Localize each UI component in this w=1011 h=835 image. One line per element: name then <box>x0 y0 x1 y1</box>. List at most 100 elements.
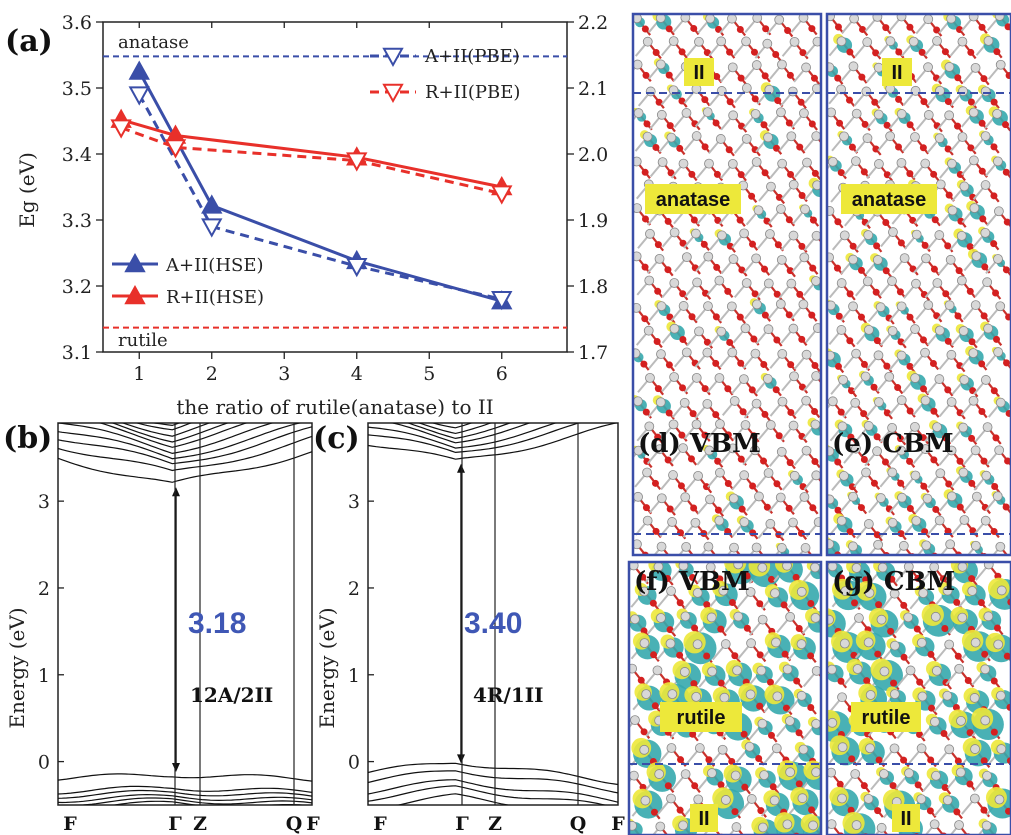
o-atom <box>652 527 660 535</box>
ti-atom <box>633 396 643 407</box>
ti-atom <box>678 562 689 571</box>
ti-atom <box>669 227 680 238</box>
ti-atom <box>642 515 653 526</box>
ti-atom <box>668 36 679 47</box>
o-atom <box>906 23 914 31</box>
rutile-reference-label: rutile <box>118 330 168 351</box>
ti-atom <box>839 131 849 142</box>
o-atom <box>990 387 998 395</box>
o-atom <box>860 168 868 176</box>
o-atom <box>643 120 651 128</box>
ti-atom <box>763 324 774 335</box>
o-atom <box>967 98 975 106</box>
o-atom <box>920 385 928 393</box>
ti-atom <box>993 639 1004 650</box>
ti-atom <box>827 156 838 167</box>
ti-atom <box>879 768 889 779</box>
o-atom <box>845 96 853 104</box>
o-atom <box>689 410 697 418</box>
ti-atom <box>968 348 979 358</box>
ti-atom <box>959 515 970 525</box>
ti-atom <box>969 203 980 213</box>
ti-atom <box>850 769 861 779</box>
ti-atom <box>920 395 931 406</box>
o-atom <box>676 599 684 607</box>
o-atom <box>717 781 725 789</box>
o-atom <box>725 146 733 154</box>
o-atom <box>737 74 745 82</box>
o-atom <box>900 601 908 609</box>
panel-c-structure-label: 4R/1II <box>473 683 543 707</box>
ti-atom <box>678 820 689 831</box>
o-atom <box>914 574 922 582</box>
ti-atom <box>691 419 702 430</box>
o-atom <box>873 433 881 441</box>
o-atom <box>741 783 749 791</box>
ti-atom <box>680 492 691 503</box>
ti-atom <box>669 323 680 334</box>
o-atom <box>896 435 904 443</box>
o-atom <box>846 528 854 536</box>
o-atom <box>762 25 770 33</box>
ti-atom <box>980 227 991 238</box>
ti-atom <box>788 517 798 528</box>
o-atom <box>651 702 659 710</box>
o-atom <box>990 143 998 151</box>
ti-atom <box>827 300 836 311</box>
o-atom <box>978 119 986 127</box>
panel-e-title: (e) CBM <box>832 429 954 459</box>
ti-atom <box>889 689 900 700</box>
ti-atom <box>922 493 933 504</box>
panel-a-frame <box>102 21 568 353</box>
o-atom <box>774 97 782 105</box>
o-atom <box>895 143 903 151</box>
ti-atom <box>681 252 692 263</box>
ti-atom <box>968 155 979 166</box>
ti-atom <box>959 374 970 385</box>
o-atom <box>927 756 935 764</box>
o-atom <box>919 434 927 442</box>
ti-atom <box>827 717 838 728</box>
ti-atom <box>923 110 934 120</box>
o-atom <box>944 242 952 250</box>
ti-atom <box>810 612 821 623</box>
o-atom <box>772 144 780 152</box>
ti-atom <box>729 542 739 553</box>
ti-atom <box>995 59 1006 70</box>
o-atom <box>849 242 857 250</box>
o-atom <box>717 679 725 687</box>
o-atom <box>954 652 962 660</box>
o-atom <box>767 575 775 583</box>
o-atom <box>728 598 736 606</box>
o-atom <box>724 480 732 488</box>
o-atom <box>666 626 674 634</box>
ti-atom <box>861 467 871 478</box>
o-atom <box>836 119 844 127</box>
ti-atom <box>903 612 914 623</box>
ti-atom <box>733 611 744 622</box>
o-atom <box>703 338 711 346</box>
o-atom <box>945 191 953 199</box>
y-tick-label: 3.4 <box>62 144 92 166</box>
ti-atom <box>694 36 704 47</box>
o-atom <box>731 652 739 660</box>
panel-g-bottom-tag-bg <box>892 804 920 832</box>
ti-atom <box>633 14 642 24</box>
o-atom <box>808 311 816 319</box>
ti-atom <box>752 299 762 310</box>
o-atom <box>941 434 949 442</box>
o-atom <box>952 703 960 711</box>
ti-atom <box>862 276 873 287</box>
ti-atom <box>640 795 651 806</box>
o-atom <box>702 483 710 491</box>
ti-atom <box>690 228 701 239</box>
ti-atom <box>763 132 773 143</box>
o-atom <box>978 408 986 416</box>
o-atom <box>702 289 710 297</box>
band-line <box>406 423 512 440</box>
o-atom <box>918 48 926 56</box>
o-atom <box>667 169 675 177</box>
o-atom <box>926 807 934 815</box>
ti-atom <box>896 445 907 456</box>
y-right-tick-label: 2.0 <box>578 144 608 166</box>
